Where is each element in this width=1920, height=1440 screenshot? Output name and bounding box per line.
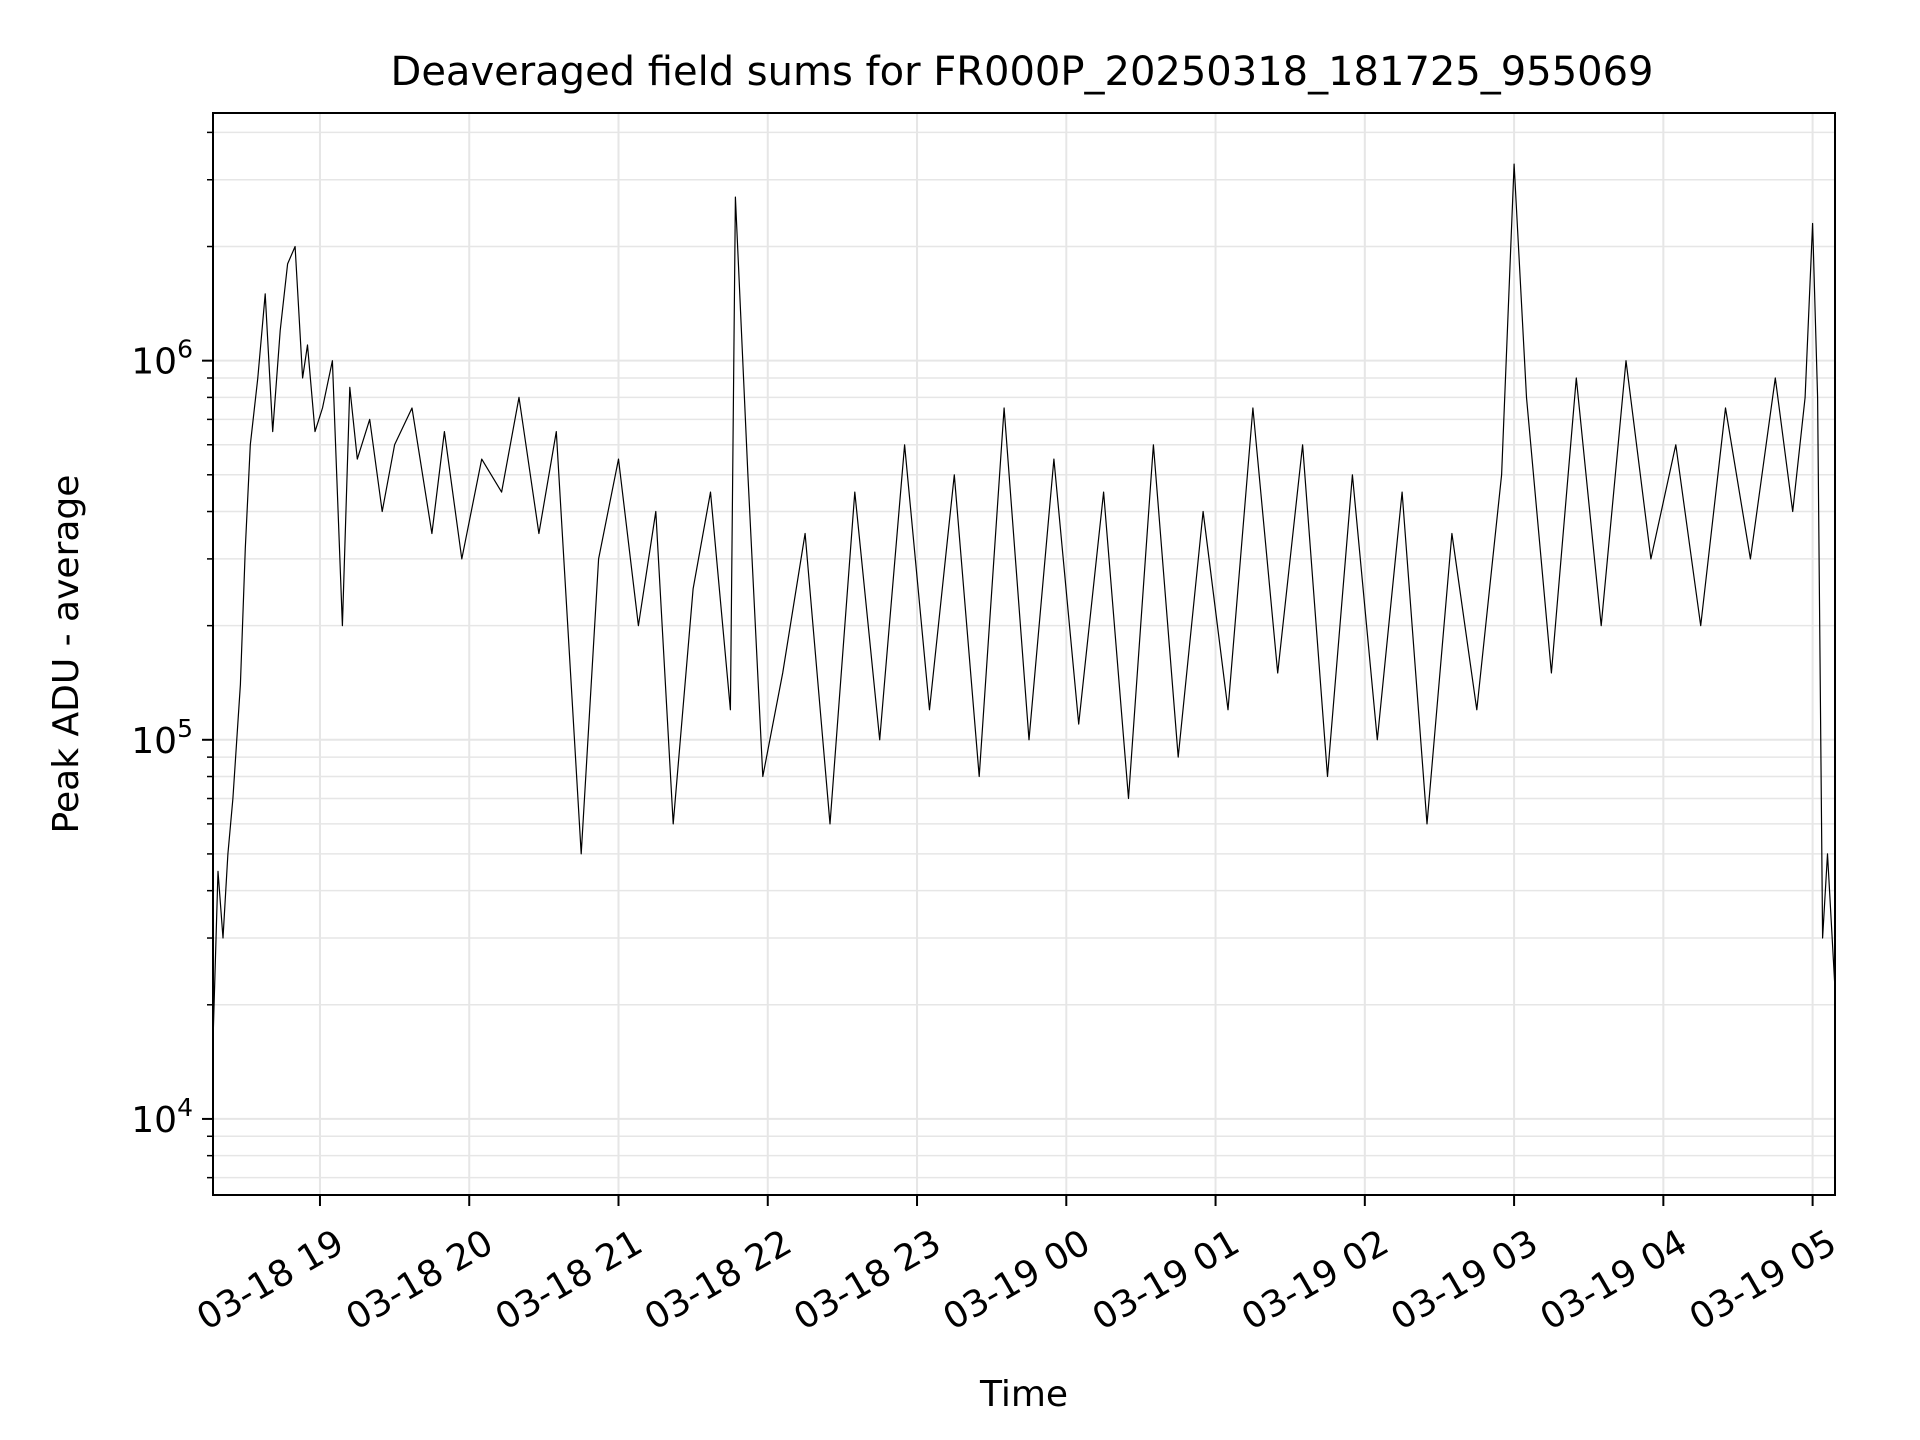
y-tick-label: 105 bbox=[131, 714, 193, 762]
data-series-line bbox=[212, 163, 1836, 1042]
y-tick-label: 106 bbox=[131, 335, 193, 383]
y-tick-label: 104 bbox=[131, 1093, 193, 1141]
x-axis-label: Time bbox=[979, 1374, 1068, 1415]
chart-title: Deaveraged field sums for FR000P_2025031… bbox=[391, 49, 1654, 95]
plot-frame bbox=[212, 112, 1836, 1196]
y-axis: 104 105 106 bbox=[131, 131, 213, 1179]
y-axis-label: Peak ADU - average bbox=[46, 475, 87, 834]
